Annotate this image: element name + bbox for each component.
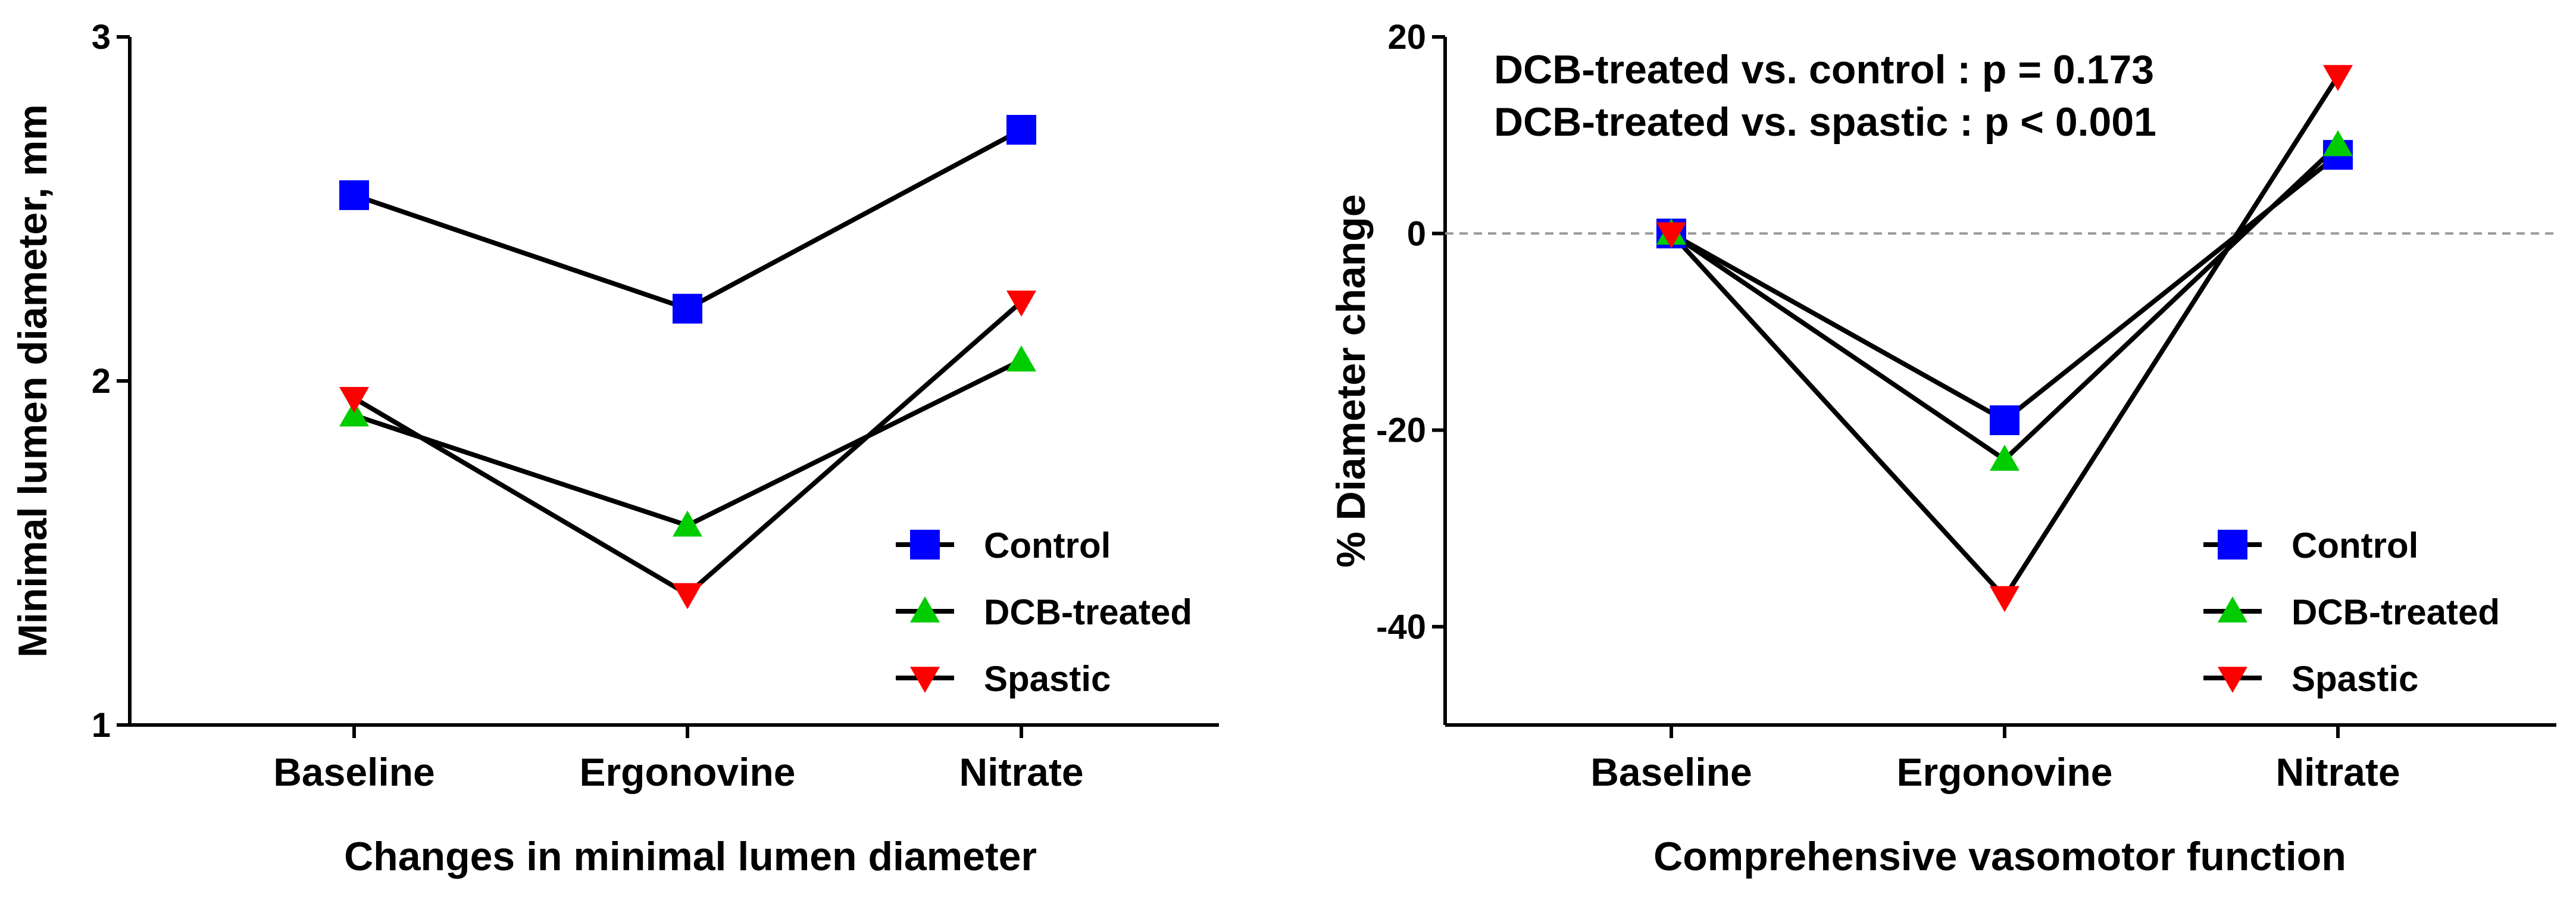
series-line-spastic — [1670, 74, 2340, 600]
data-point-spastic — [1990, 586, 2019, 612]
data-point-control — [1006, 115, 1036, 145]
data-point-spastic — [339, 387, 369, 413]
data-point-dcb-treated — [1990, 445, 2019, 471]
legend-marker-dcb-treated — [910, 596, 940, 623]
x-tick-label: Ergonovine — [579, 750, 795, 794]
data-point-spastic — [1006, 290, 1036, 317]
data-point-dcb-treated — [2323, 130, 2353, 157]
legend: Control DCB-treated Spastic — [2203, 526, 2500, 699]
p-value-annotation-spastic: DCB-treated vs. spastic : p < 0.001 — [1494, 99, 2156, 145]
data-point-spastic — [2323, 65, 2353, 92]
series-line-control — [353, 127, 1023, 311]
x-tick-label: Nitrate — [2275, 750, 2400, 794]
y-tick-label: -40 — [1376, 608, 1426, 646]
legend-label: Spastic — [2291, 659, 2418, 699]
legend-label: Spastic — [984, 659, 1111, 699]
x-axis-title: Comprehensive vasomotor function — [1653, 834, 2346, 879]
x-axis-title: Changes in minimal lumen diameter — [344, 834, 1037, 879]
x-tick-label: Baseline — [1590, 750, 1752, 794]
data-point-dcb-treated — [339, 400, 369, 427]
p-value-annotation-control: DCB-treated vs. control : p = 0.173 — [1494, 47, 2154, 92]
legend-label: DCB-treated — [2291, 592, 2500, 632]
data-point-control — [339, 180, 369, 210]
data-point-control — [1990, 405, 2019, 436]
legend-marker-control — [910, 530, 940, 560]
y-tick-label: -20 — [1376, 411, 1426, 450]
y-tick-label: 20 — [1387, 18, 1426, 57]
legend-label: Control — [2291, 526, 2418, 565]
data-point-dcb-treated — [673, 510, 702, 537]
y-axis-title: Minimal lumen diameter, mm — [10, 104, 55, 658]
legend-label: DCB-treated — [984, 592, 1192, 632]
legend-marker-spastic — [2218, 667, 2247, 693]
y-axis-title: % Diameter change — [1328, 194, 1374, 567]
data-point-spastic — [673, 583, 702, 610]
legend-marker-spastic — [910, 667, 940, 693]
y-tick-label: 0 — [1407, 214, 1426, 253]
legend: Control DCB-treated Spastic — [896, 526, 1192, 699]
series-line-control — [1670, 153, 2340, 423]
x-tick-label: Ergonovine — [1896, 750, 2112, 794]
legend-label: Control — [984, 526, 1111, 565]
y-tick-label: 1 — [92, 706, 111, 745]
x-tick-label: Nitrate — [959, 750, 1083, 794]
data-point-control — [673, 293, 702, 324]
series-line-dcb-treated — [353, 358, 1023, 528]
x-tick-label: Baseline — [273, 750, 434, 794]
y-tick-label: 3 — [92, 18, 111, 57]
data-point-dcb-treated — [1006, 345, 1036, 372]
left-chart-panel: 1 2 3 Baseline Ergonovine Nitrate Minimal lu… — [10, 18, 1219, 879]
right-chart-panel: -40 -20 0 20 Baseline Ergonovine Nitrate % Di… — [1328, 18, 2556, 879]
y-tick-label: 2 — [92, 362, 111, 401]
data-point-spastic — [1656, 222, 1686, 249]
legend-marker-control — [2218, 530, 2247, 560]
legend-marker-dcb-treated — [2218, 596, 2247, 623]
